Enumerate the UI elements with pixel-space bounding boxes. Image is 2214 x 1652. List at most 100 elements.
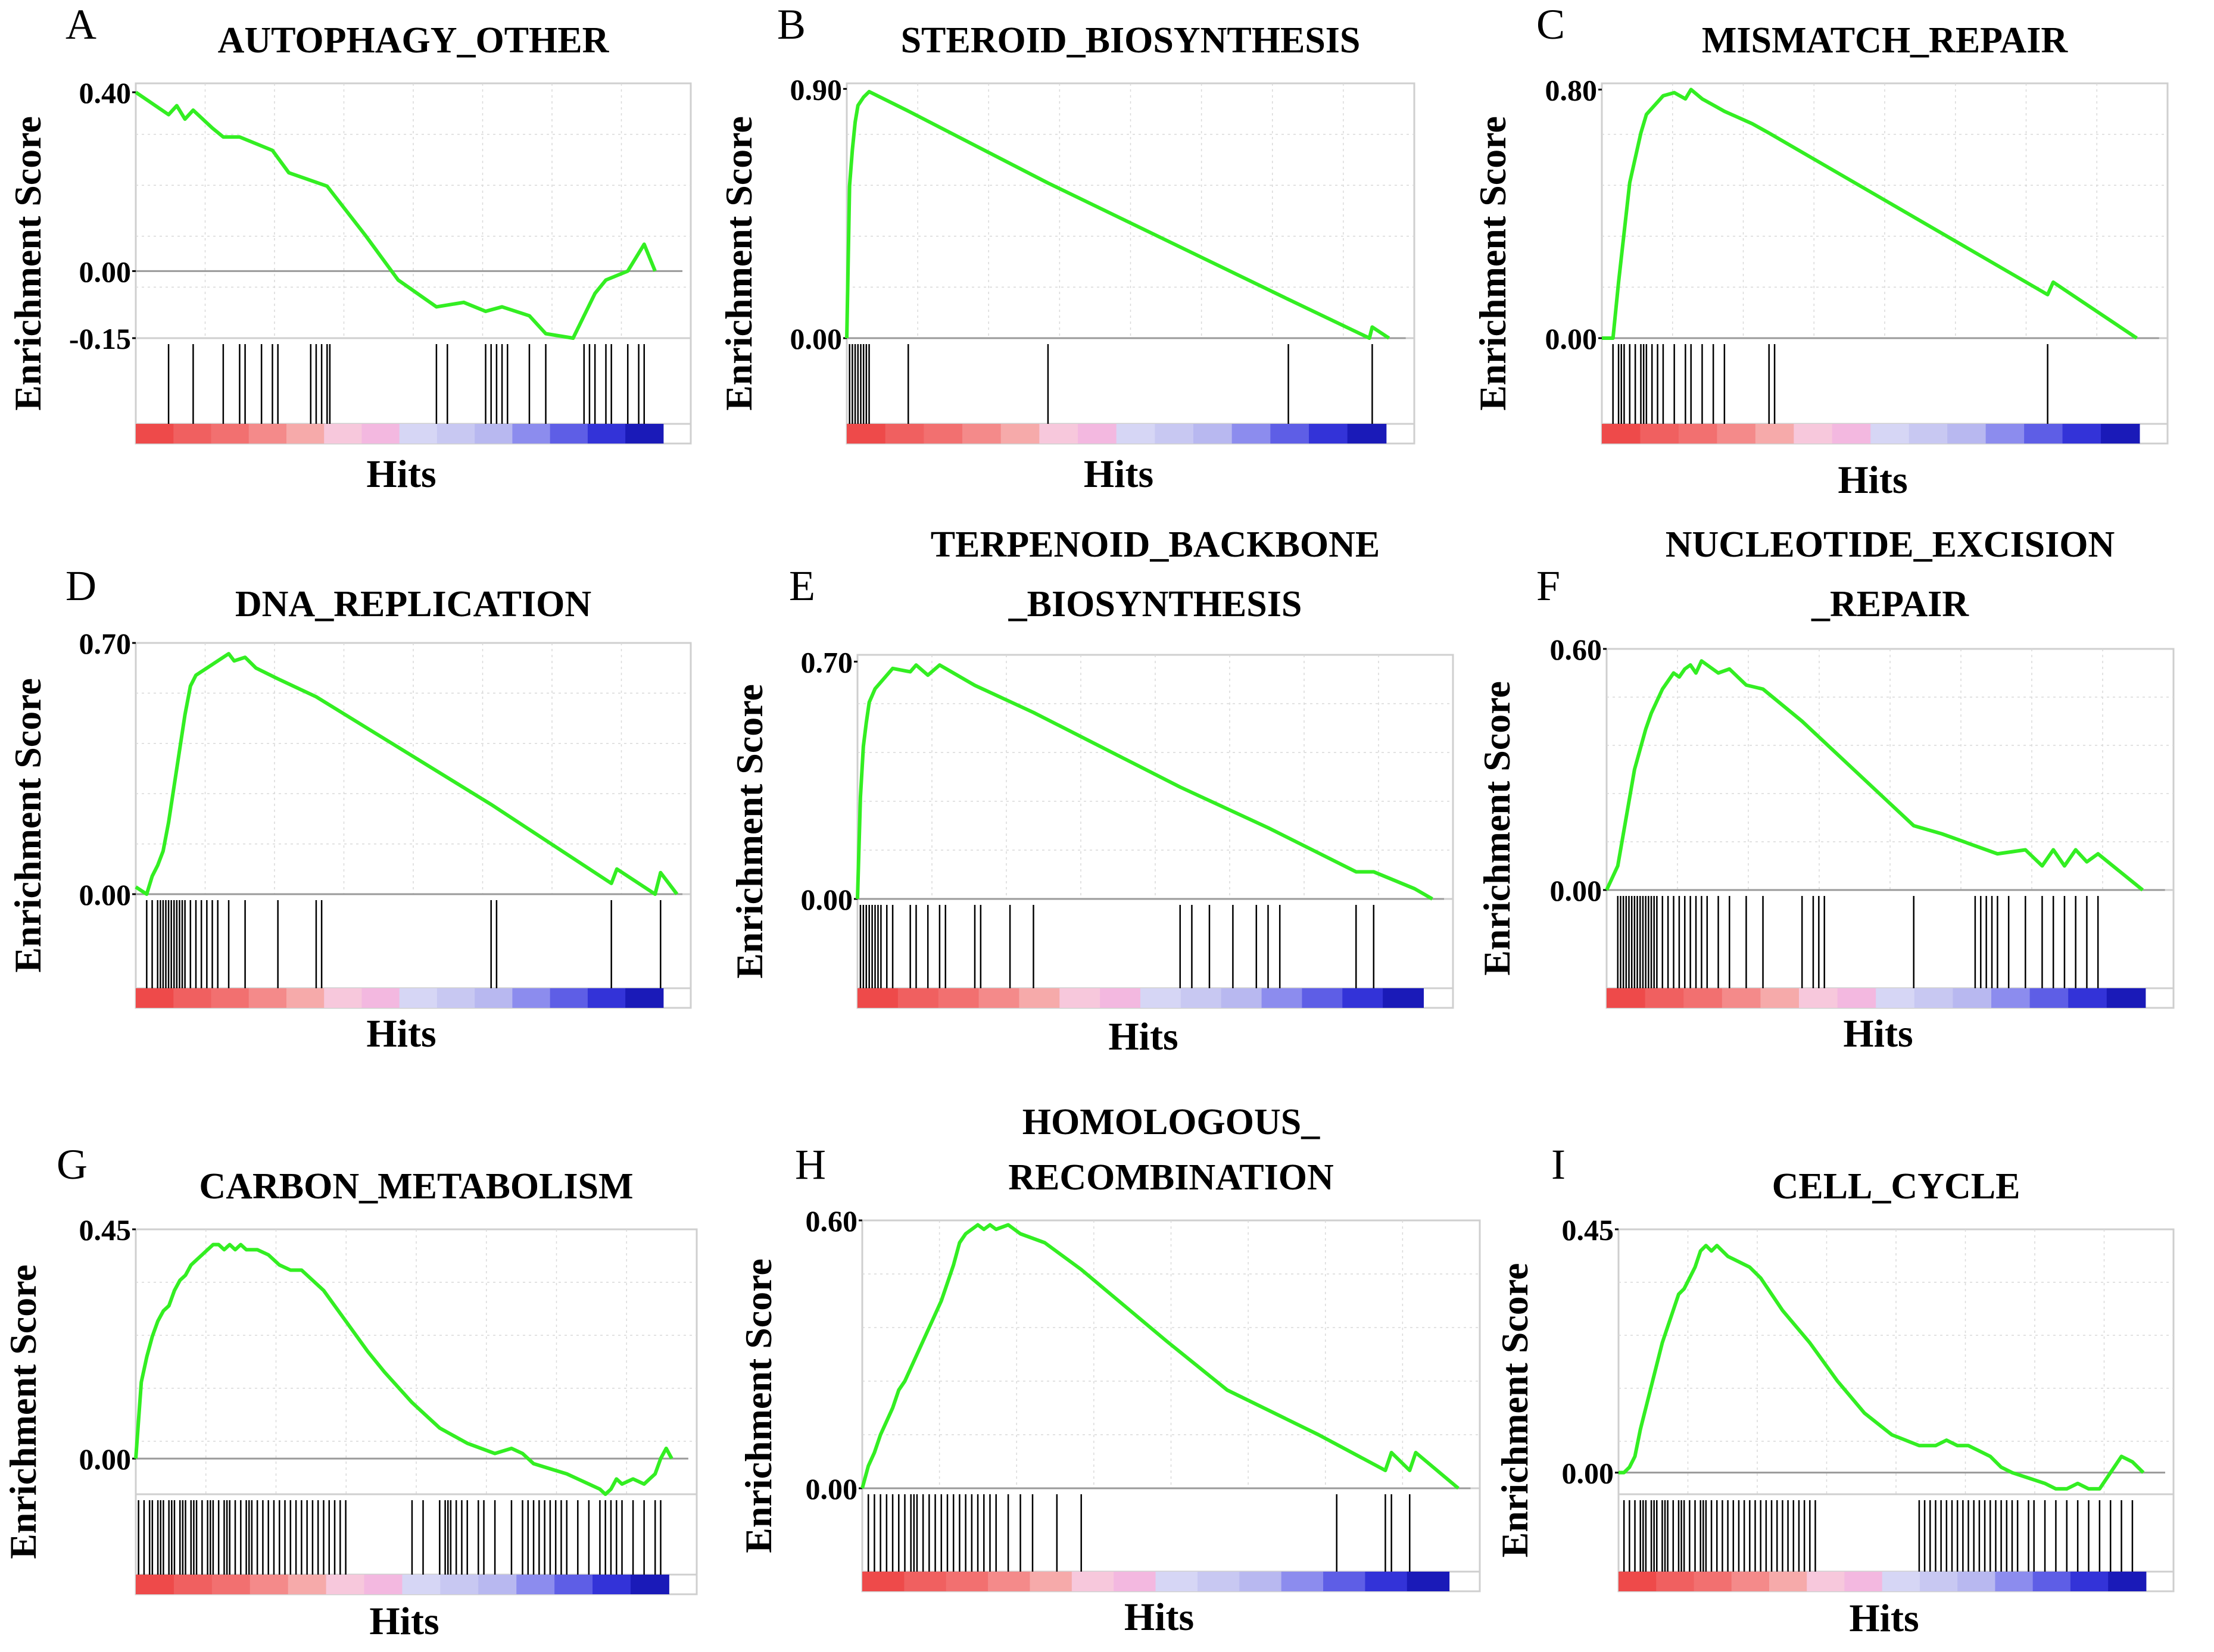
panel-g: 0.45 0.00 G CARBON_METABOLISM Hits Enrichment… xyxy=(2,1141,698,1643)
chart-title: TERPENOID_BACKBONE xyxy=(931,524,1380,565)
metric-bar-segment xyxy=(1155,1572,1198,1591)
metric-bar-segment xyxy=(478,1575,517,1594)
chart-title: CELL_CYCLE xyxy=(1772,1166,2020,1207)
panel-e: 0.70 0.00 E TERPENOID_BACKBONE _BIOSYNTHESIS… xyxy=(728,524,1454,1058)
metric-bar-segment xyxy=(1221,988,1262,1008)
metric-bar-segment xyxy=(978,988,1020,1008)
panel-letter: D xyxy=(66,562,96,610)
y-tick-label: 0.00 xyxy=(801,883,853,916)
metric-bar-segment xyxy=(1760,988,1800,1008)
panel-letter: B xyxy=(777,1,806,48)
chart-title: _BIOSYNTHESIS xyxy=(1008,584,1302,624)
x-axis-label: Hits xyxy=(366,452,436,496)
metric-bar-segment xyxy=(847,424,886,444)
y-tick-label: 0.00 xyxy=(79,878,132,911)
metric-bar-segment xyxy=(248,988,287,1008)
metric-bar-segment xyxy=(1239,1572,1282,1591)
chart-title: AUTOPHAGY_OTHER xyxy=(218,20,610,61)
metric-bar-segment xyxy=(399,988,438,1008)
chart-title: CARBON_METABOLISM xyxy=(199,1166,633,1207)
y-axis-label: Enrichment Score xyxy=(1493,1263,1536,1558)
metric-bar-segment xyxy=(962,424,1002,444)
metric-bar-segment xyxy=(593,1575,631,1594)
enrichment-curve xyxy=(845,89,1390,340)
metric-bar-segment xyxy=(1180,988,1222,1008)
metric-bar-segment xyxy=(1000,424,1040,444)
metric-bar-segment xyxy=(1731,1572,1770,1591)
y-axis-label: Enrichment Score xyxy=(728,684,771,979)
metric-bar-segment xyxy=(136,424,174,444)
panel-letter: C xyxy=(1536,1,1565,48)
y-tick-label: -0.15 xyxy=(69,322,131,355)
enrichment-curve xyxy=(134,1242,673,1496)
y-tick-label: 0.90 xyxy=(790,73,843,106)
metric-bar-segment xyxy=(211,1575,251,1594)
metric-bar-segment xyxy=(1909,424,1948,444)
x-axis-label: Hits xyxy=(1084,452,1153,496)
metric-bar-segment xyxy=(286,988,325,1008)
metric-bar-segment xyxy=(1155,424,1195,444)
metric-bar-segment xyxy=(1832,424,1872,444)
metric-bar-segment xyxy=(2032,1572,2071,1591)
chart-title: MISMATCH_REPAIR xyxy=(1702,20,2068,61)
x-axis-label: Hits xyxy=(366,1012,436,1055)
metric-bar-segment xyxy=(1019,988,1061,1008)
metric-bar-segment xyxy=(1261,988,1303,1008)
metric-bar-segment xyxy=(1640,424,1679,444)
metric-bar-segment xyxy=(440,1575,479,1594)
chart-title: STEROID_BIOSYNTHESIS xyxy=(901,20,1361,61)
metric-bar-segment xyxy=(1347,424,1387,444)
y-axis-label: Enrichment Score xyxy=(2,1264,44,1559)
metric-bar-segment xyxy=(885,424,925,444)
metric-bar-segment xyxy=(1270,424,1310,444)
y-tick-label: 0.60 xyxy=(806,1204,858,1238)
panel-letter: I xyxy=(1551,1141,1566,1188)
panel-c: 0.80 0.00 C MISMATCH_REPAIR Hits Enrichment S… xyxy=(1471,1,2169,502)
y-tick-label: 0.00 xyxy=(79,255,132,288)
x-axis-label: Hits xyxy=(1108,1015,1178,1058)
metric-bar-segment xyxy=(2029,988,2069,1008)
metric-bar-segment xyxy=(475,424,513,444)
metric-bar-segment xyxy=(1947,424,1987,444)
metric-bar-segment xyxy=(399,424,438,444)
metric-bar-segment xyxy=(361,988,400,1008)
panel-letter: H xyxy=(795,1141,826,1188)
metric-bar-segment xyxy=(1071,1572,1115,1591)
metric-bar-segment xyxy=(1078,424,1117,444)
metric-bar-segment xyxy=(988,1572,1031,1591)
y-tick-label: 0.70 xyxy=(79,627,132,660)
enrichment-curve xyxy=(135,652,679,896)
metric-bar-segment xyxy=(326,1575,365,1594)
enrichment-curve xyxy=(1602,88,2138,340)
metric-bar-segment xyxy=(946,1572,989,1591)
metric-bar-segment xyxy=(1683,988,1723,1008)
metric-bar-segment xyxy=(1755,424,1795,444)
panel-h: 0.60 0.00 H HOMOLOGOUS_ RECOMBINATION Hits Enr… xyxy=(737,1102,1481,1639)
x-axis-label: Hits xyxy=(1843,1012,1913,1055)
metric-bar-segment xyxy=(938,988,980,1008)
metric-bar-segment xyxy=(1985,424,2025,444)
enrichment-curve xyxy=(860,1223,1460,1490)
y-tick-label: 0.00 xyxy=(79,1442,132,1476)
x-axis-label: Hits xyxy=(1124,1595,1194,1639)
metric-bar-segment xyxy=(587,424,626,444)
metric-bar-segment xyxy=(862,1572,905,1591)
metric-bar-segment xyxy=(516,1575,556,1594)
metric-bar-segment xyxy=(1140,988,1181,1008)
panel-b: 0.90 0.00 B STEROID_BIOSYNTHESIS Hits Enrichm… xyxy=(718,1,1415,496)
metric-bar-segment xyxy=(364,1575,403,1594)
metric-bar-segment xyxy=(1794,424,1833,444)
metric-bar-segment xyxy=(136,1575,174,1594)
metric-bar-segment xyxy=(625,988,664,1008)
y-tick-label: 0.45 xyxy=(1562,1213,1614,1247)
metric-bar-segment xyxy=(2108,1572,2147,1591)
metric-bar-segment xyxy=(512,988,551,1008)
metric-bar-segment xyxy=(1619,1572,1657,1591)
metric-bar-segment xyxy=(1030,1572,1072,1591)
metric-bar-segment xyxy=(897,988,939,1008)
metric-bar-segment xyxy=(1365,1572,1408,1591)
metric-bar-segment xyxy=(625,424,664,444)
panel-letter: A xyxy=(66,1,96,48)
metric-bar-segment xyxy=(1953,988,1992,1008)
